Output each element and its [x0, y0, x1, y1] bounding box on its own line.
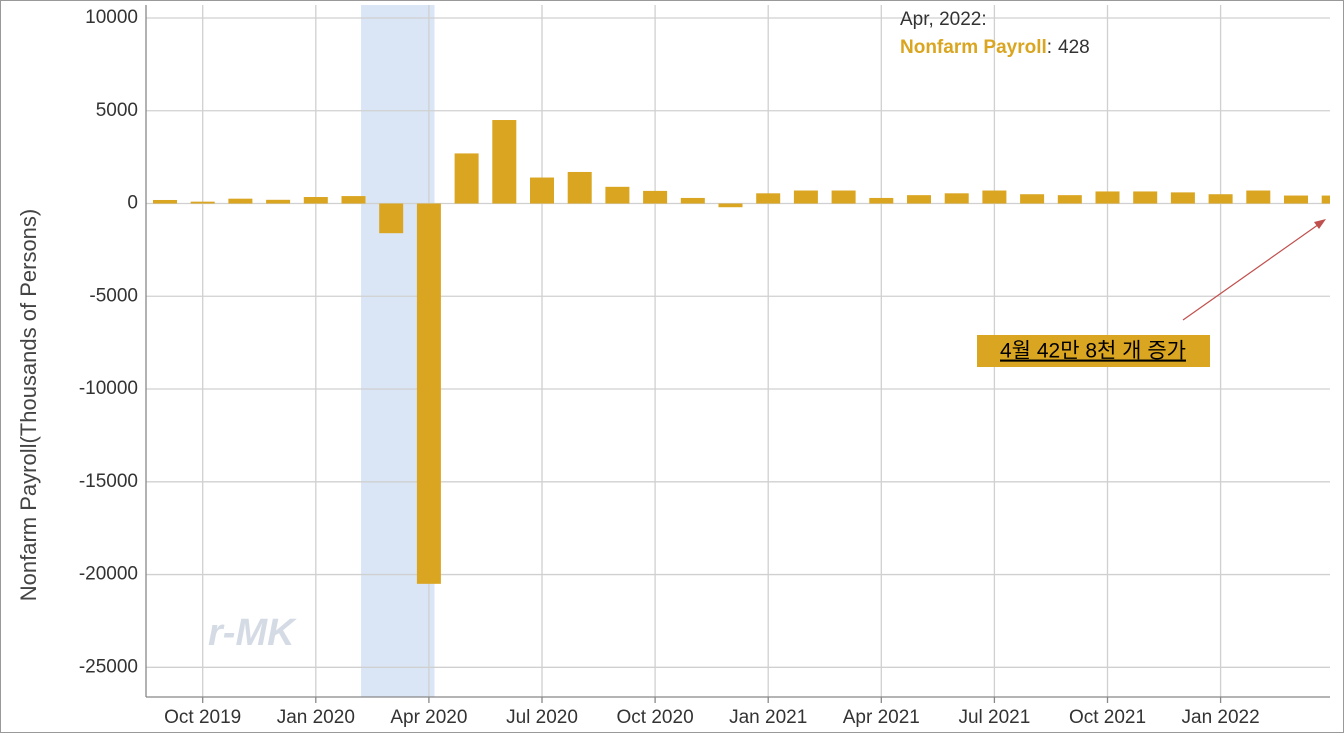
x-tick-label: Jan 2021 [729, 707, 807, 728]
y-tick-label: -20000 [79, 564, 138, 585]
plot-area: -25000 -20000 -15000 -10000 -5000 0 5000 10000 O… [79, 5, 1330, 728]
tooltip-separator: : [1047, 37, 1052, 58]
bar [416, 203, 441, 584]
bar [1246, 190, 1271, 204]
y-tick-label: -10000 [79, 378, 138, 399]
bar [793, 190, 818, 204]
bar [1095, 191, 1120, 204]
bar [982, 190, 1007, 204]
bar [831, 190, 856, 204]
y-tick-label: -5000 [89, 285, 138, 306]
bar [303, 197, 328, 204]
y-tick-label: 0 [127, 193, 138, 214]
tooltip-row: Nonfarm Payroll: 428 [900, 37, 1090, 58]
bar [1321, 195, 1330, 204]
y-tick-label: 5000 [96, 100, 138, 121]
bar [1208, 194, 1233, 204]
y-axis-title: Nonfarm Payroll(Thousands of Persons) [16, 209, 41, 602]
y-tick-label: -25000 [79, 656, 138, 677]
bar [1284, 195, 1308, 204]
x-tick-label: Jan 2022 [1182, 707, 1260, 728]
bar [153, 199, 177, 204]
x-tick-label: Oct 2021 [1069, 707, 1146, 728]
annotation: 4월 42만 8천 개 증가 [1000, 340, 1186, 363]
bar [756, 193, 781, 204]
tooltip-value: 428 [1058, 37, 1090, 58]
bar [605, 186, 630, 204]
arrow-head [1314, 219, 1326, 229]
bar [530, 177, 554, 204]
bar [944, 193, 969, 204]
x-tick-label: Oct 2020 [617, 707, 694, 728]
bar [492, 120, 517, 204]
bar [1020, 194, 1045, 204]
watermark: r-MK [208, 612, 297, 654]
bar [567, 171, 592, 204]
bar [643, 190, 668, 204]
tooltip-series: Nonfarm Payroll [900, 37, 1047, 58]
bar [266, 199, 291, 204]
bar [379, 203, 404, 234]
y-tick-label: 10000 [85, 7, 138, 28]
annotation-arrow [1182, 221, 1323, 321]
bar [190, 201, 215, 204]
bar [1170, 192, 1195, 204]
bar [341, 196, 366, 204]
annotation-box [977, 335, 1210, 367]
bar [680, 197, 705, 204]
bar [454, 153, 479, 204]
tooltip-header: Apr, 2022: [900, 9, 987, 30]
y-tick-label: -15000 [79, 471, 138, 492]
bar [718, 203, 743, 208]
bar [1057, 195, 1082, 204]
x-tick-label: Jul 2021 [958, 707, 1030, 728]
x-tick-label: Jul 2020 [506, 707, 578, 728]
bar [869, 197, 894, 204]
bar [228, 198, 253, 204]
x-tick-label: Apr 2020 [390, 707, 467, 728]
x-tick-label: Jan 2020 [277, 707, 355, 728]
x-tick-label: Oct 2019 [164, 707, 241, 728]
x-tick-label: Apr 2021 [843, 707, 920, 728]
bar [907, 195, 931, 204]
bar [1133, 191, 1158, 204]
